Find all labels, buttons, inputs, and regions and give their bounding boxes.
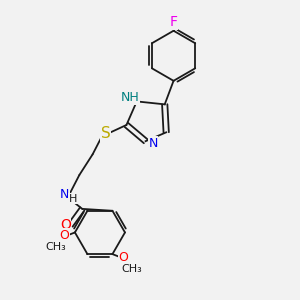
- Text: O: O: [60, 218, 70, 232]
- Text: S: S: [101, 126, 111, 141]
- Text: O: O: [118, 250, 128, 264]
- Text: CH₃: CH₃: [121, 264, 142, 274]
- Text: N: N: [148, 137, 158, 150]
- Text: NH: NH: [121, 92, 140, 104]
- Text: CH₃: CH₃: [45, 242, 66, 252]
- Text: O: O: [59, 229, 69, 242]
- Text: H: H: [69, 194, 77, 204]
- Text: F: F: [169, 15, 178, 29]
- Text: N: N: [60, 188, 69, 201]
